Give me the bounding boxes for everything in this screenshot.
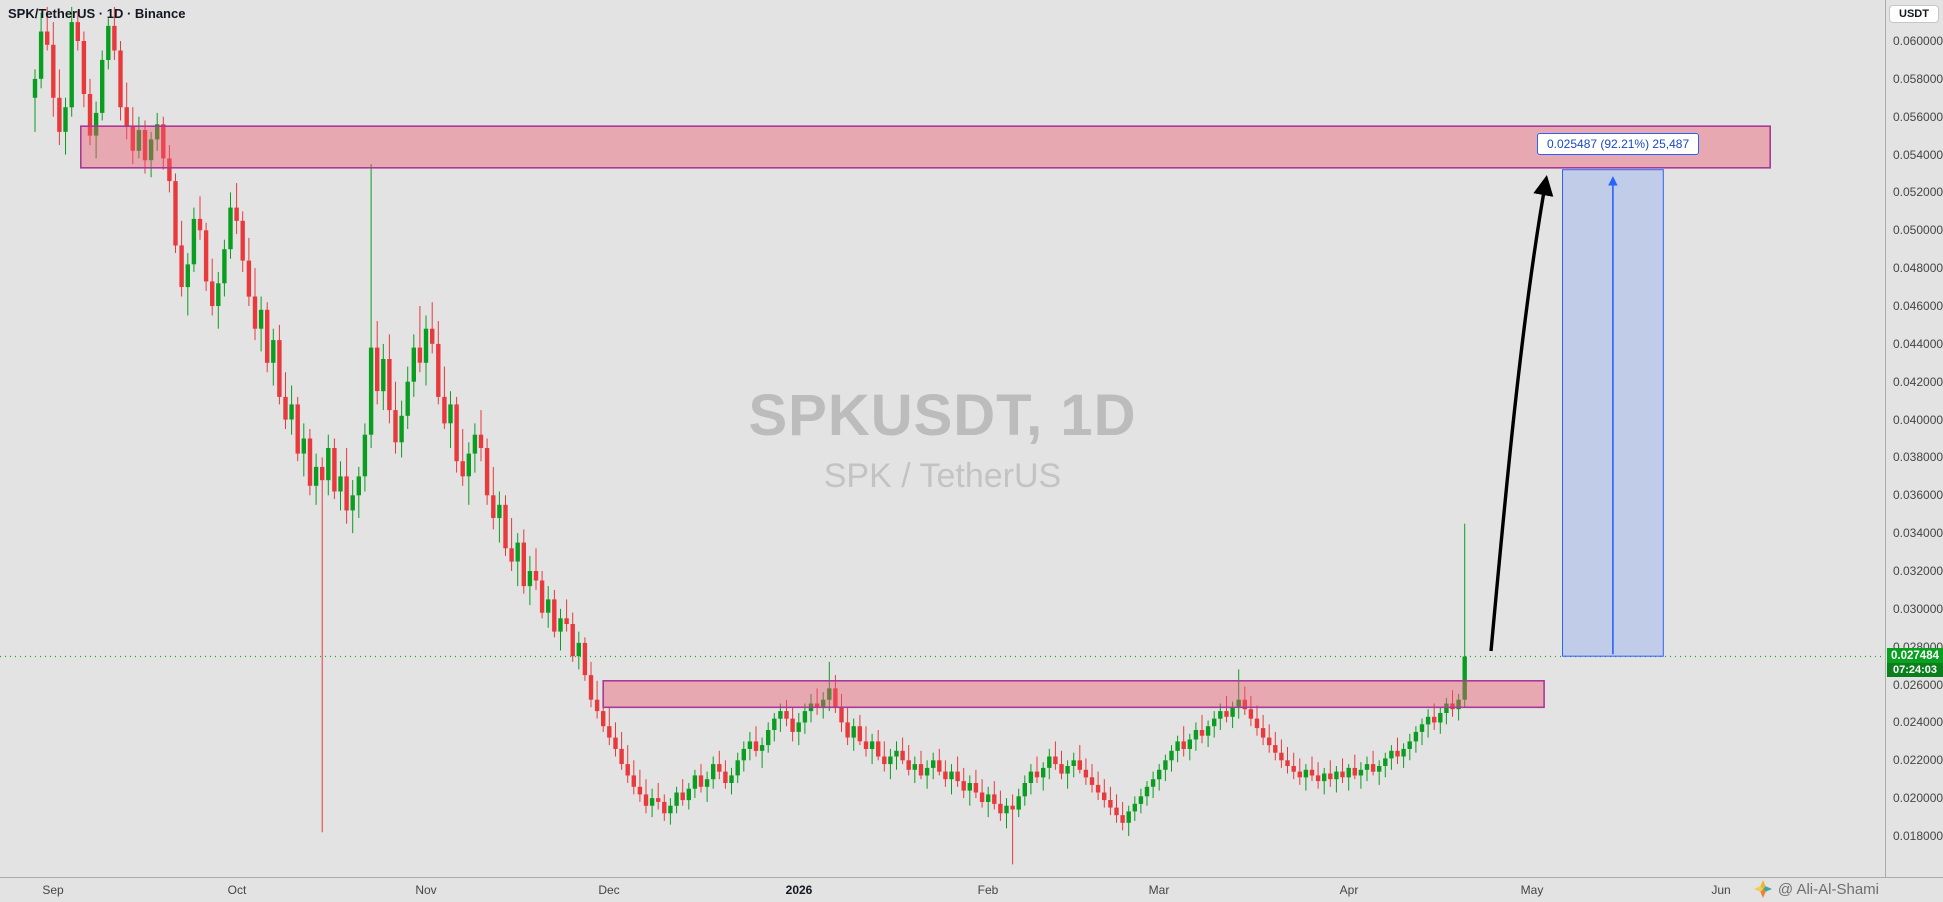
price-tick: 0.034000 — [1893, 526, 1943, 540]
price-tick: 0.038000 — [1893, 450, 1943, 464]
price-tick: 0.022000 — [1893, 753, 1943, 767]
time-tick: Jun — [1711, 883, 1731, 897]
price-tick: 0.054000 — [1893, 148, 1943, 162]
price-tick: 0.018000 — [1893, 829, 1943, 843]
time-tick: Oct — [227, 883, 247, 897]
price-tick: 0.026000 — [1893, 678, 1943, 692]
price-axis[interactable]: USDT 0.060000 0.058000 0.056000 0.054000 0.0… — [1885, 0, 1943, 877]
price-tick: 0.060000 — [1893, 34, 1943, 48]
time-tick: Sep — [42, 883, 64, 897]
price-range-label: 0.025487 (92.21%) 25,487 — [1537, 133, 1700, 155]
price-tick: 0.050000 — [1893, 223, 1943, 237]
last-price-badge: 0.027484 07:24:03 — [1887, 648, 1943, 677]
last-price-value: 0.027484 — [1887, 648, 1943, 663]
brand-watermark: @ Ali-Al-Shami — [1753, 880, 1879, 898]
price-tick: 0.044000 — [1893, 337, 1943, 351]
time-tick: Mar — [1148, 883, 1170, 897]
time-tick: May — [1520, 883, 1544, 897]
price-tick: 0.056000 — [1893, 110, 1943, 124]
brand-logo-icon — [1753, 880, 1772, 898]
price-tick: 0.046000 — [1893, 299, 1943, 313]
time-tick: Feb — [977, 883, 999, 897]
price-tick: 0.030000 — [1893, 602, 1943, 616]
time-tick: Nov — [415, 883, 437, 897]
price-tick: 0.032000 — [1893, 564, 1943, 578]
price-tick: 0.040000 — [1893, 413, 1943, 427]
price-tick: 0.058000 — [1893, 72, 1943, 86]
symbol-title[interactable]: SPK/TetherUS · 1D · Binance — [8, 6, 186, 21]
brand-handle: @ Ali-Al-Shami — [1777, 880, 1879, 898]
time-tick: Dec — [598, 883, 620, 897]
price-tick: 0.020000 — [1893, 791, 1943, 805]
time-axis[interactable]: Sep Oct Nov Dec 2026 Feb Mar Apr May Jun @ Ali-Al… — [0, 877, 1943, 902]
time-tick: Apr — [1339, 883, 1359, 897]
bar-countdown: 07:24:03 — [1887, 663, 1943, 677]
currency-toggle-usdt[interactable]: USDT — [1890, 6, 1938, 22]
time-tick: 2026 — [785, 883, 813, 897]
chart-pane[interactable]: SPKUSDT, 1D SPK / TetherUS SPK/TetherUS … — [0, 0, 1885, 877]
price-tick: 0.048000 — [1893, 261, 1943, 275]
candlestick-chart — [0, 6, 1885, 865]
price-tick: 0.042000 — [1893, 375, 1943, 389]
price-tick: 0.036000 — [1893, 488, 1943, 502]
price-tick: 0.052000 — [1893, 185, 1943, 199]
price-tick: 0.024000 — [1893, 715, 1943, 729]
